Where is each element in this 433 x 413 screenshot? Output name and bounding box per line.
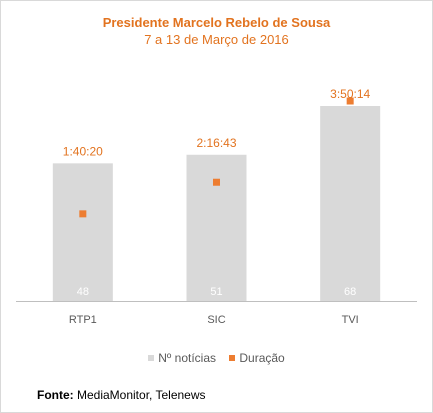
x-tick-label-tvi: TVI	[342, 314, 359, 326]
bar-value-label-rtp1: 48	[77, 286, 89, 298]
source-text: MediaMonitor, Telenews	[73, 388, 206, 402]
legend-label-duracao: Duração	[239, 351, 285, 365]
chart-subtitle: 7 a 13 de Março de 2016	[144, 32, 289, 47]
duration-label-rtp1: 1:40:20	[63, 144, 103, 158]
chart-title: Presidente Marcelo Rebelo de Sousa	[102, 15, 331, 30]
bar-rtp1	[52, 163, 113, 301]
legend-swatch-duracao	[229, 354, 236, 361]
x-tick-label-rtp1: RTP1	[69, 314, 97, 326]
bar-value-label-tvi: 68	[344, 286, 356, 298]
marker-duracao-tvi	[346, 97, 354, 105]
bar-tvi	[320, 106, 381, 301]
duration-label-sic: 2:16:43	[196, 136, 236, 150]
bar-value-label-sic: 51	[210, 286, 222, 298]
chart-legend: Nº notícias Duração	[0, 351, 433, 365]
legend-swatch-noticias	[148, 354, 155, 361]
legend-item-duracao: Duração	[229, 351, 285, 365]
legend-label-noticias: Nº notícias	[158, 351, 217, 365]
marker-duracao-rtp1	[79, 210, 87, 218]
source-label: Fonte:	[37, 388, 74, 402]
marker-duracao-sic	[213, 178, 220, 186]
source-note: Fonte: MediaMonitor, Telenews	[37, 388, 206, 402]
bar-sic	[186, 154, 247, 301]
duration-label-tvi: 3:50:14	[330, 87, 370, 101]
legend-item-noticias: Nº notícias	[148, 351, 216, 365]
x-tick-label-sic: SIC	[207, 314, 225, 326]
